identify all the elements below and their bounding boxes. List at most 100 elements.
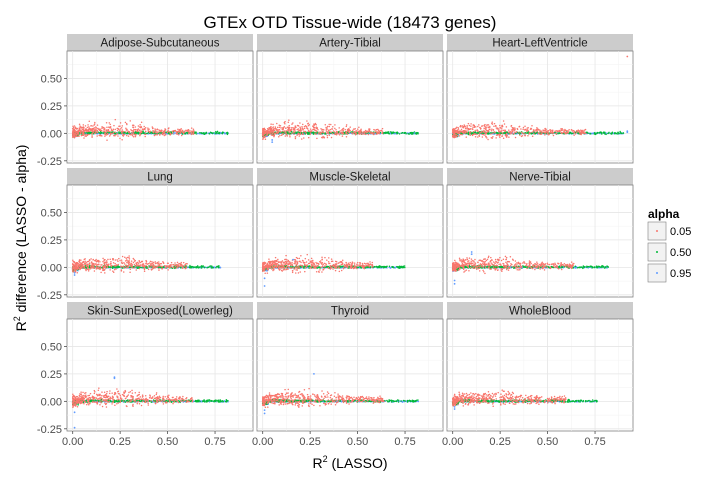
scatter-point	[191, 132, 194, 135]
scatter-point	[138, 126, 141, 128]
scatter-point	[574, 133, 577, 135]
panel-lung: Lung-0.250.000.250.50	[37, 168, 254, 302]
scatter-point	[338, 127, 340, 129]
scatter-point	[162, 261, 164, 263]
scatter-point	[118, 266, 121, 268]
scatter-point	[484, 134, 486, 136]
scatter-point	[128, 131, 131, 133]
scatter-point	[335, 133, 337, 135]
scatter-point	[334, 127, 336, 130]
scatter-point	[109, 262, 112, 265]
scatter-point	[163, 134, 166, 137]
scatter-point	[109, 123, 111, 126]
scatter-point	[91, 132, 94, 134]
scatter-point	[523, 129, 526, 131]
scatter-point	[128, 255, 130, 257]
scatter-point	[299, 132, 302, 134]
scatter-point	[283, 125, 286, 128]
scatter-point	[460, 128, 463, 131]
scatter-point	[573, 131, 575, 134]
scatter-point	[556, 130, 559, 133]
scatter-point	[600, 131, 602, 133]
scatter-point	[284, 132, 287, 134]
scatter-point	[316, 137, 318, 140]
scatter-point	[326, 130, 328, 133]
scatter-point	[135, 133, 137, 136]
scatter-point	[144, 135, 146, 138]
scatter-point	[526, 130, 528, 133]
scatter-point	[493, 131, 496, 133]
scatter-point	[86, 131, 88, 133]
scatter-point	[279, 134, 281, 137]
scatter-point	[72, 134, 74, 137]
scatter-point	[520, 128, 522, 130]
scatter-point	[593, 133, 596, 135]
scatter-point	[167, 269, 169, 271]
scatter-point	[372, 133, 374, 135]
panel-strip	[257, 34, 443, 51]
scatter-point	[507, 131, 510, 134]
scatter-point	[271, 139, 274, 141]
scatter-point	[330, 136, 333, 139]
scatter-point	[266, 132, 269, 135]
scatter-point	[217, 132, 219, 134]
scatter-point	[389, 131, 392, 133]
scatter-point	[152, 130, 154, 132]
scatter-point	[186, 262, 188, 265]
scatter-point	[362, 131, 365, 133]
scatter-point	[365, 130, 368, 133]
scatter-point	[348, 131, 350, 133]
scatter-point	[567, 131, 569, 134]
scatter-point	[113, 124, 115, 127]
scatter-point	[199, 132, 201, 134]
scatter-point	[120, 131, 123, 134]
scatter-point	[106, 132, 109, 135]
scatter-point	[318, 133, 320, 135]
scatter-point	[170, 131, 172, 133]
scatter-point	[142, 128, 144, 130]
scatter-point	[82, 134, 85, 136]
scatter-point	[140, 130, 143, 132]
scatter-point	[328, 123, 330, 126]
scatter-point	[187, 130, 189, 133]
scatter-point	[525, 132, 527, 134]
scatter-point	[147, 130, 150, 132]
scatter-point	[130, 128, 132, 131]
scatter-point	[142, 264, 145, 266]
scatter-point	[137, 133, 140, 135]
scatter-point	[451, 136, 454, 138]
scatter-point	[619, 131, 622, 134]
scatter-point	[79, 131, 82, 134]
scatter-point	[328, 134, 331, 137]
scatter-point	[272, 123, 274, 126]
scatter-point	[377, 132, 379, 134]
scatter-point	[104, 131, 106, 133]
scatter-point	[158, 261, 160, 263]
scatter-point	[409, 132, 412, 135]
scatter-point	[104, 272, 106, 274]
scatter-point	[589, 132, 591, 135]
scatter-point	[290, 129, 293, 131]
scatter-point	[301, 132, 304, 134]
scatter-point	[266, 127, 269, 130]
scatter-point	[177, 133, 180, 136]
scatter-point	[326, 136, 329, 139]
scatter-point	[611, 133, 613, 135]
scatter-point	[471, 133, 474, 136]
scatter-point	[82, 133, 85, 135]
scatter-point	[168, 132, 170, 135]
scatter-point	[313, 123, 315, 125]
scatter-point	[80, 134, 83, 137]
scatter-point	[516, 127, 519, 130]
scatter-point	[468, 124, 471, 127]
scatter-point	[82, 124, 85, 126]
scatter-point	[117, 260, 119, 263]
panel-strip-label: Lung	[147, 172, 173, 184]
scatter-point	[274, 133, 276, 135]
scatter-point	[103, 127, 106, 129]
scatter-point	[293, 128, 296, 131]
scatter-point	[202, 265, 204, 268]
scatter-point	[168, 127, 170, 129]
scatter-point	[375, 128, 378, 131]
scatter-point	[173, 132, 176, 134]
